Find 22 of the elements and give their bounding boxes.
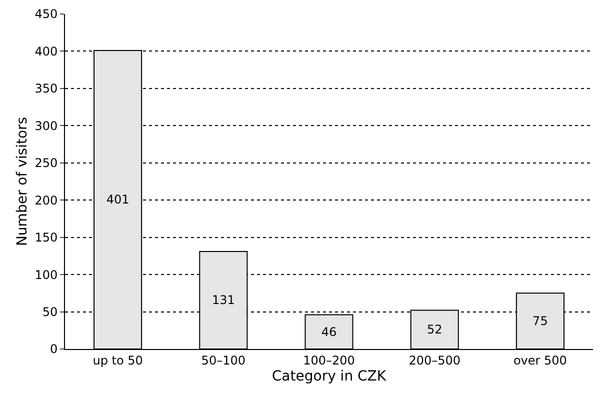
y-axis-title: Number of visitors [14, 116, 30, 246]
data-label: 75 [532, 314, 548, 328]
y-tick-label: 150 [34, 230, 58, 245]
y-tick-label: 250 [34, 156, 58, 170]
y-tick-label: 50 [42, 304, 58, 319]
x-tick-label: 50–100 [201, 353, 246, 368]
y-tick-label: 0 [50, 342, 58, 356]
y-tick-label: 350 [34, 82, 58, 96]
data-label: 131 [212, 293, 235, 308]
x-axis-title: Category in CZK [272, 368, 387, 385]
y-tick-label: 300 [34, 118, 58, 133]
x-tick-label: 100–200 [303, 353, 355, 368]
x-tick-label: over 500 [513, 353, 567, 368]
y-tick-label: 100 [34, 268, 58, 282]
y-tick-label: 400 [34, 44, 58, 58]
y-tick-label: 200 [34, 193, 58, 208]
y-tick-label: 450 [34, 7, 58, 22]
x-tick-label: up to 50 [92, 353, 143, 368]
data-label: 52 [426, 322, 442, 337]
data-label: 46 [321, 324, 337, 339]
data-label: 401 [106, 192, 130, 207]
x-tick-label: 200–500 [408, 353, 461, 368]
